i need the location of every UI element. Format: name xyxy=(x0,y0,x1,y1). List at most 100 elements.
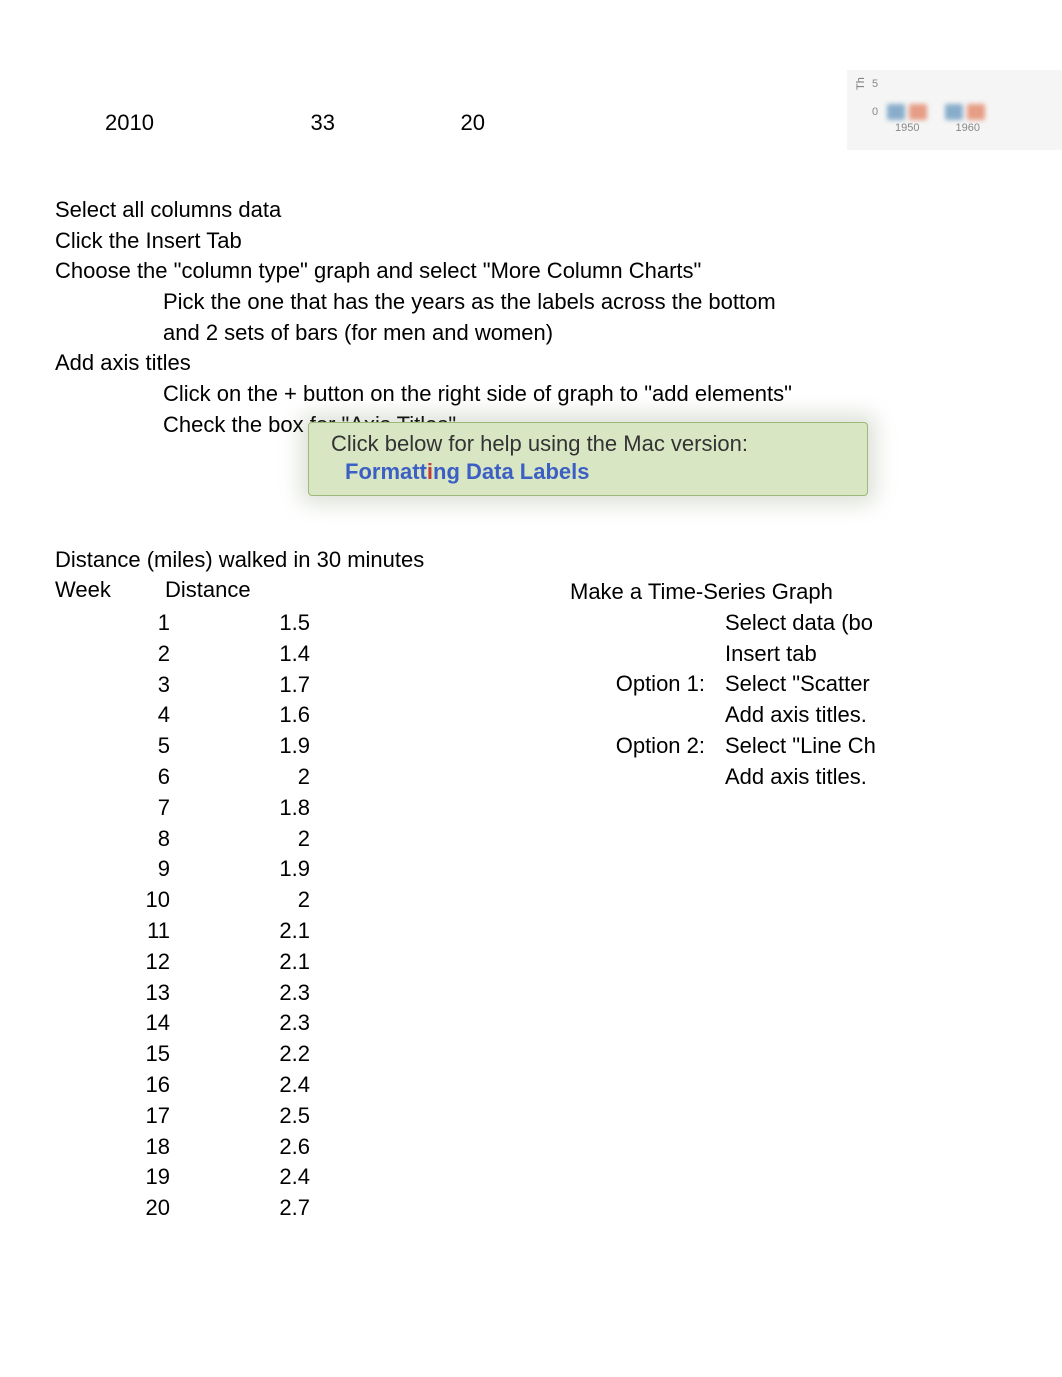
table-row: 62 xyxy=(55,762,310,793)
cell-distance: 2.1 xyxy=(170,916,310,947)
cell-distance: 2.4 xyxy=(170,1070,310,1101)
cell-week: 19 xyxy=(55,1162,170,1193)
col-header-distance: Distance xyxy=(165,577,285,603)
table-row: 172.5 xyxy=(55,1101,310,1132)
instruction-line: Add axis titles xyxy=(55,348,1005,378)
col-header-week: Week xyxy=(55,577,165,603)
cell-week: 11 xyxy=(55,916,170,947)
cell-week: 1 xyxy=(55,608,170,639)
table-row: 142.3 xyxy=(55,1008,310,1039)
help-title: Click below for help using the Mac versi… xyxy=(331,431,845,457)
chart-y-label: Th xyxy=(855,77,867,90)
instruction-line: Click the Insert Tab xyxy=(55,226,1005,256)
cell-week: 14 xyxy=(55,1008,170,1039)
cell-val2: 20 xyxy=(335,110,485,136)
time-series-instructions: Make a Time-Series Graph Select data (bo… xyxy=(570,577,1062,793)
table-row: 122.1 xyxy=(55,947,310,978)
cell-distance: 1.9 xyxy=(170,731,310,762)
right-text: Insert tab xyxy=(725,639,817,670)
distance-table-header: Week Distance xyxy=(55,577,285,603)
cell-distance: 2.5 xyxy=(170,1101,310,1132)
cell-week: 13 xyxy=(55,978,170,1009)
xlabel-1960: 1960 xyxy=(955,122,979,134)
right-text: Select "Line Ch xyxy=(725,731,876,762)
cell-distance: 2.4 xyxy=(170,1162,310,1193)
cell-week: 2 xyxy=(55,639,170,670)
cell-week: 9 xyxy=(55,854,170,885)
cell-distance: 1.6 xyxy=(170,700,310,731)
mini-bar-chart: Th 5 0 1950 1960 xyxy=(847,70,1062,150)
table-row: 31.7 xyxy=(55,670,310,701)
cell-year: 2010 xyxy=(55,110,205,136)
cell-distance: 2.7 xyxy=(170,1193,310,1224)
cell-week: 10 xyxy=(55,885,170,916)
table-row: 51.9 xyxy=(55,731,310,762)
chart-ytick-5: 5 xyxy=(872,78,878,90)
bar-1960-a xyxy=(945,104,963,120)
top-data-row: 2010 33 20 xyxy=(55,110,485,136)
table-row: 112.1 xyxy=(55,916,310,947)
bar-1950-b xyxy=(909,104,927,120)
help-callout: Click below for help using the Mac versi… xyxy=(308,422,868,496)
cell-week: 17 xyxy=(55,1101,170,1132)
bar-1950-a xyxy=(887,104,905,120)
instruction-line: Choose the "column type" graph and selec… xyxy=(55,256,1005,286)
bar-1960-b xyxy=(967,104,985,120)
right-text: Add axis titles. xyxy=(725,762,867,793)
table-row: 91.9 xyxy=(55,854,310,885)
instructions-block: Select all columns data Click the Insert… xyxy=(55,195,1005,441)
chart-ytick-0: 0 xyxy=(872,106,878,118)
cell-week: 5 xyxy=(55,731,170,762)
instruction-line: Click on the + button on the right side … xyxy=(55,379,1005,409)
cell-week: 6 xyxy=(55,762,170,793)
help-link[interactable]: Formatting Data Labels xyxy=(345,459,845,485)
cell-distance: 2 xyxy=(170,824,310,855)
cell-distance: 2.6 xyxy=(170,1132,310,1163)
cell-week: 16 xyxy=(55,1070,170,1101)
option-1-label: Option 1: xyxy=(570,669,725,700)
cell-week: 18 xyxy=(55,1132,170,1163)
right-text: Add axis titles. xyxy=(725,700,867,731)
cell-week: 3 xyxy=(55,670,170,701)
cell-week: 4 xyxy=(55,700,170,731)
cell-distance: 1.4 xyxy=(170,639,310,670)
cell-week: 7 xyxy=(55,793,170,824)
instruction-line: Pick the one that has the years as the l… xyxy=(55,287,1005,317)
distance-title: Distance (miles) walked in 30 minutes xyxy=(55,547,424,573)
cell-distance: 1.7 xyxy=(170,670,310,701)
instruction-line: and 2 sets of bars (for men and women) xyxy=(55,318,1005,348)
cell-distance: 2.1 xyxy=(170,947,310,978)
cell-distance: 1.9 xyxy=(170,854,310,885)
table-row: 82 xyxy=(55,824,310,855)
cell-week: 15 xyxy=(55,1039,170,1070)
table-row: 11.5 xyxy=(55,608,310,639)
table-row: 202.7 xyxy=(55,1193,310,1224)
table-row: 162.4 xyxy=(55,1070,310,1101)
table-row: 102 xyxy=(55,885,310,916)
cell-distance: 2.2 xyxy=(170,1039,310,1070)
cell-distance: 2 xyxy=(170,885,310,916)
table-row: 152.2 xyxy=(55,1039,310,1070)
xlabel-1950: 1950 xyxy=(895,122,919,134)
table-row: 71.8 xyxy=(55,793,310,824)
table-row: 182.6 xyxy=(55,1132,310,1163)
right-heading: Make a Time-Series Graph xyxy=(570,577,833,608)
instruction-line: Select all columns data xyxy=(55,195,1005,225)
cell-week: 20 xyxy=(55,1193,170,1224)
cell-distance: 1.5 xyxy=(170,608,310,639)
option-2-label: Option 2: xyxy=(570,731,725,762)
table-row: 21.4 xyxy=(55,639,310,670)
cell-val1: 33 xyxy=(205,110,335,136)
right-text: Select "Scatter xyxy=(725,669,870,700)
help-link-text: ng Data Labels xyxy=(433,459,589,484)
cell-distance: 1.8 xyxy=(170,793,310,824)
cell-distance: 2.3 xyxy=(170,1008,310,1039)
right-text: Select data (bo xyxy=(725,608,873,639)
chart-bars xyxy=(887,100,985,120)
table-row: 132.3 xyxy=(55,978,310,1009)
table-row: 192.4 xyxy=(55,1162,310,1193)
chart-x-labels: 1950 1960 xyxy=(895,122,980,134)
table-row: 41.6 xyxy=(55,700,310,731)
cell-distance: 2.3 xyxy=(170,978,310,1009)
cell-distance: 2 xyxy=(170,762,310,793)
